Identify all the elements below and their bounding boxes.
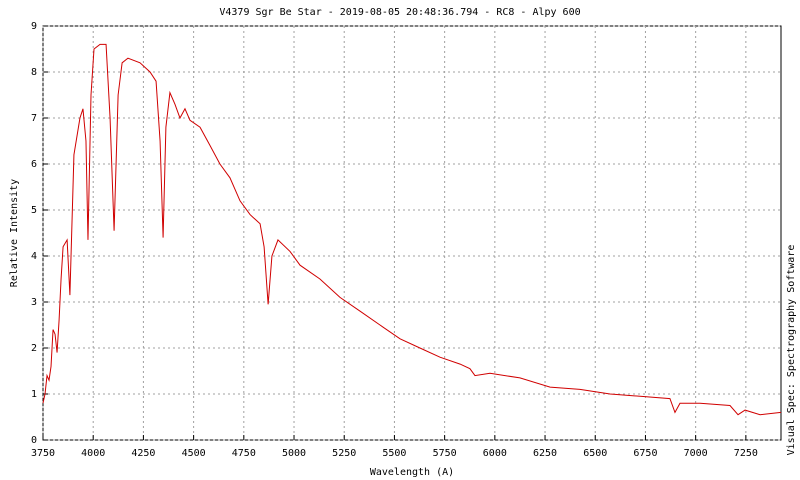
- y-axis-label: Relative Intensity: [9, 179, 20, 287]
- side-text: Visual Spec: Spectrography Software: [786, 245, 797, 456]
- x-axis-label: Wavelength (A): [370, 467, 454, 478]
- y-tick-label: 9: [31, 21, 37, 32]
- y-tick-label: 1: [31, 389, 37, 400]
- y-tick-label: 8: [31, 67, 37, 78]
- x-tick-label: 6750: [633, 448, 657, 459]
- x-tick-label: 6250: [533, 448, 557, 459]
- x-tick-label: 6500: [583, 448, 607, 459]
- x-tick-label: 4250: [131, 448, 155, 459]
- x-tick-label: 6000: [483, 448, 507, 459]
- x-tick-label: 5500: [382, 448, 406, 459]
- y-tick-label: 3: [31, 297, 37, 308]
- x-tick-label: 5250: [332, 448, 356, 459]
- x-tick-label: 4750: [232, 448, 256, 459]
- x-tick-label: 5750: [433, 448, 457, 459]
- y-tick-label: 7: [31, 113, 37, 124]
- x-tick-label: 7250: [734, 448, 758, 459]
- x-tick-label: 7000: [684, 448, 708, 459]
- spectrum-line: [42, 43, 782, 416]
- y-tick-label: 5: [31, 205, 37, 216]
- x-tick-label: 5000: [282, 448, 306, 459]
- y-tick-label: 6: [31, 159, 37, 170]
- x-tick-label: 4000: [81, 448, 105, 459]
- plot-frame: [42, 25, 782, 441]
- y-tick-label: 4: [31, 251, 37, 262]
- y-tick-label: 2: [31, 343, 37, 354]
- x-tick-label: 3750: [31, 448, 55, 459]
- chart-title: V4379 Sgr Be Star - 2019-08-05 20:48:36.…: [219, 7, 580, 18]
- y-tick-label: 0: [31, 435, 37, 446]
- x-tick-label: 4500: [182, 448, 206, 459]
